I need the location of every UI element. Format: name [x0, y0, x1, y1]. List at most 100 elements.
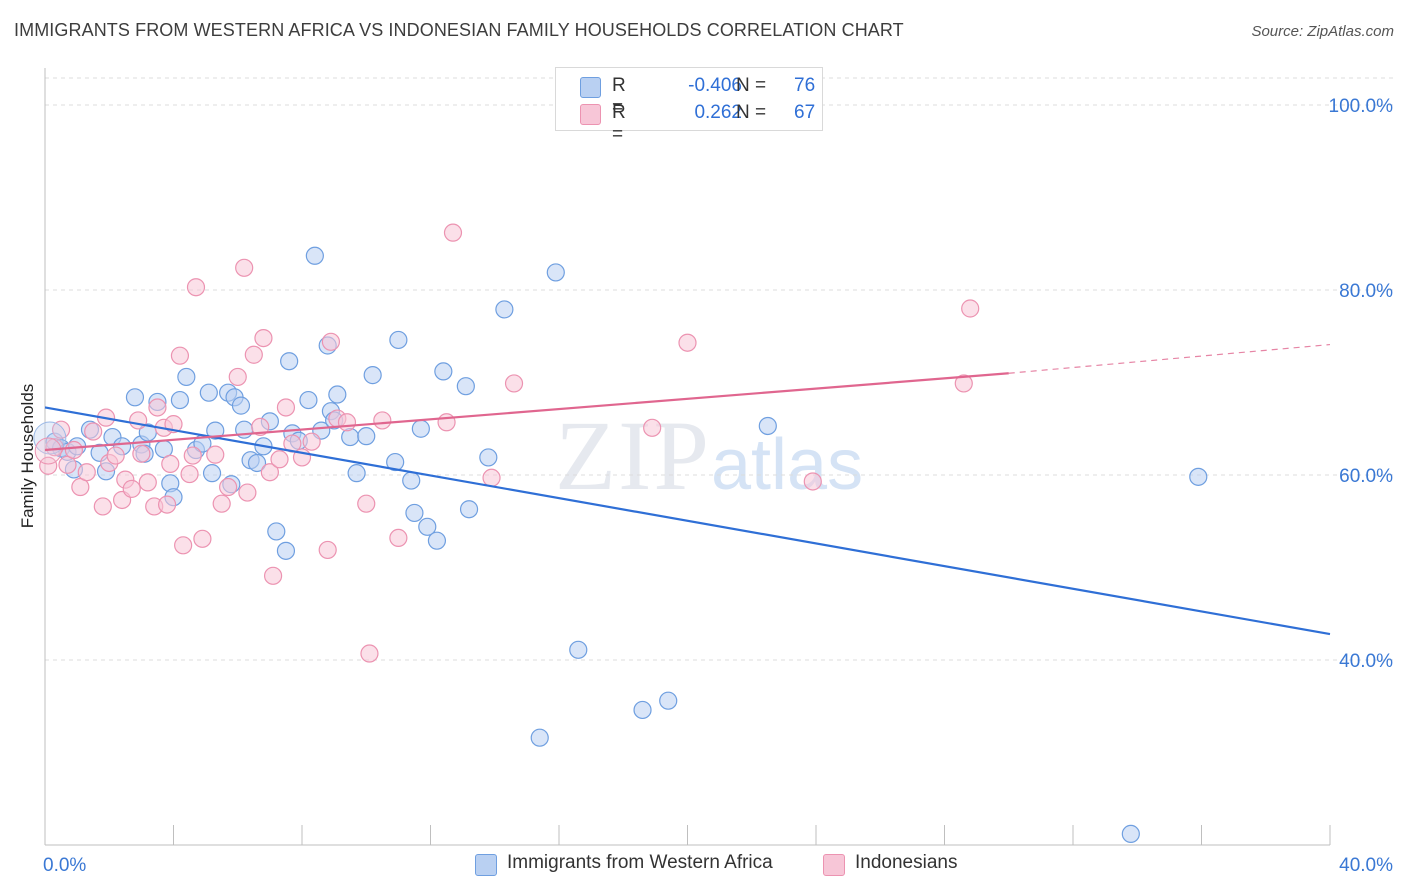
indonesian-point — [235, 258, 254, 277]
western-africa-point — [347, 464, 366, 483]
indonesian-point — [39, 456, 58, 475]
indonesian-point — [183, 446, 202, 465]
indonesian-point — [678, 333, 697, 352]
legend-n-label: N = — [736, 102, 767, 123]
indonesian-point — [302, 432, 321, 451]
western-africa-point — [231, 396, 251, 415]
indonesian-point — [504, 374, 524, 393]
watermark-zip: ZIP — [555, 400, 711, 511]
indonesian-point — [206, 445, 225, 464]
western-africa-trendline — [44, 406, 1331, 636]
indonesian-point — [263, 566, 283, 585]
indonesian-point — [64, 440, 84, 460]
western-africa-point — [341, 427, 360, 447]
indonesian-point — [803, 472, 822, 491]
correlation-legend: R = -0.406 N = 76 R = 0.262 N = 67 — [555, 67, 823, 145]
western-africa-point — [434, 362, 453, 381]
indonesian-point — [482, 468, 501, 487]
indonesian-point — [122, 479, 141, 498]
indonesian-point — [129, 411, 148, 430]
indonesian-point — [954, 374, 973, 393]
x-tick-label: 0.0% — [43, 855, 86, 876]
western-africa-point — [267, 522, 286, 541]
western-africa-point — [276, 541, 296, 560]
y-tick-label: 40.0% — [1339, 651, 1393, 672]
legend-n-value: 67 — [794, 102, 816, 123]
legend-swatch-blue — [580, 77, 601, 98]
indonesian-point — [106, 446, 125, 465]
indonesian-point — [276, 398, 296, 417]
indonesian-point — [961, 299, 980, 318]
indonesian-point — [251, 417, 270, 436]
y-tick-label: 80.0% — [1339, 281, 1393, 302]
western-africa-point — [299, 390, 318, 410]
western-africa-point — [405, 503, 424, 523]
indonesian-point — [437, 413, 456, 432]
legend-r-value: 0.262 — [694, 102, 742, 123]
western-africa-point — [206, 421, 225, 440]
western-africa-point — [495, 300, 514, 319]
legend-n-value: 76 — [794, 75, 816, 96]
chart-title: IMMIGRANTS FROM WESTERN AFRICA VS INDONE… — [14, 20, 904, 40]
western-africa-point — [659, 691, 678, 710]
indonesian-point — [212, 494, 231, 513]
watermark-atlas: atlas — [711, 425, 864, 505]
indonesian-point — [337, 413, 357, 432]
legend-swatch-pink — [823, 854, 845, 876]
western-africa-point — [459, 500, 479, 519]
indonesian-point — [254, 329, 273, 348]
indonesian-point — [357, 494, 376, 513]
western-africa-point — [456, 377, 475, 396]
legend-swatch-blue — [475, 854, 497, 876]
legend-series-label: Immigrants from Western Africa — [507, 852, 773, 873]
indonesian-point — [174, 536, 193, 555]
western-africa-point — [546, 263, 565, 282]
indonesian-trendline-extension — [1008, 343, 1331, 374]
indonesian-point — [389, 528, 408, 548]
indonesian-point — [443, 223, 463, 242]
y-tick-label: 100.0% — [1329, 96, 1394, 117]
western-africa-point — [758, 416, 777, 436]
indonesian-point — [180, 464, 199, 484]
western-africa-point — [479, 448, 498, 467]
indonesian-point — [228, 367, 247, 387]
indonesian-point — [132, 444, 151, 463]
indonesian-point — [84, 422, 103, 441]
indonesian-point — [93, 497, 112, 516]
indonesian-point — [170, 346, 190, 365]
western-africa-point — [389, 330, 408, 350]
indonesian-point — [244, 345, 263, 364]
legend-swatch-pink — [580, 104, 601, 125]
western-africa-point — [633, 700, 652, 720]
legend-series-label: Indonesians — [855, 852, 958, 873]
y-tick-label: 60.0% — [1339, 466, 1393, 487]
indonesian-point — [186, 278, 206, 297]
indonesian-point — [373, 411, 392, 430]
western-africa-point — [1121, 824, 1140, 844]
source-label: Source: ZipAtlas.com — [1251, 23, 1394, 40]
indonesian-point — [321, 332, 341, 351]
indonesian-point — [161, 454, 180, 473]
western-africa-point — [427, 531, 447, 550]
western-africa-point — [386, 452, 405, 472]
western-africa-point — [305, 246, 324, 265]
western-africa-point — [247, 453, 267, 473]
legend-r-label: R = — [612, 75, 626, 118]
indonesian-point — [138, 473, 157, 492]
indonesian-point — [360, 644, 379, 663]
x-tick-label: 40.0% — [1339, 855, 1393, 876]
western-africa-point — [1189, 467, 1208, 486]
western-africa-point — [363, 366, 382, 385]
western-africa-point — [402, 471, 421, 490]
western-africa-point — [328, 385, 347, 404]
indonesian-point — [193, 529, 212, 548]
indonesian-point — [157, 495, 177, 514]
indonesian-point — [77, 463, 96, 482]
western-africa-point — [199, 383, 218, 402]
legend-r-value: -0.406 — [688, 75, 742, 96]
indonesian-point — [270, 450, 289, 469]
western-africa-point — [125, 388, 145, 407]
legend-n-label: N = — [736, 75, 767, 96]
western-africa-point — [411, 419, 430, 438]
